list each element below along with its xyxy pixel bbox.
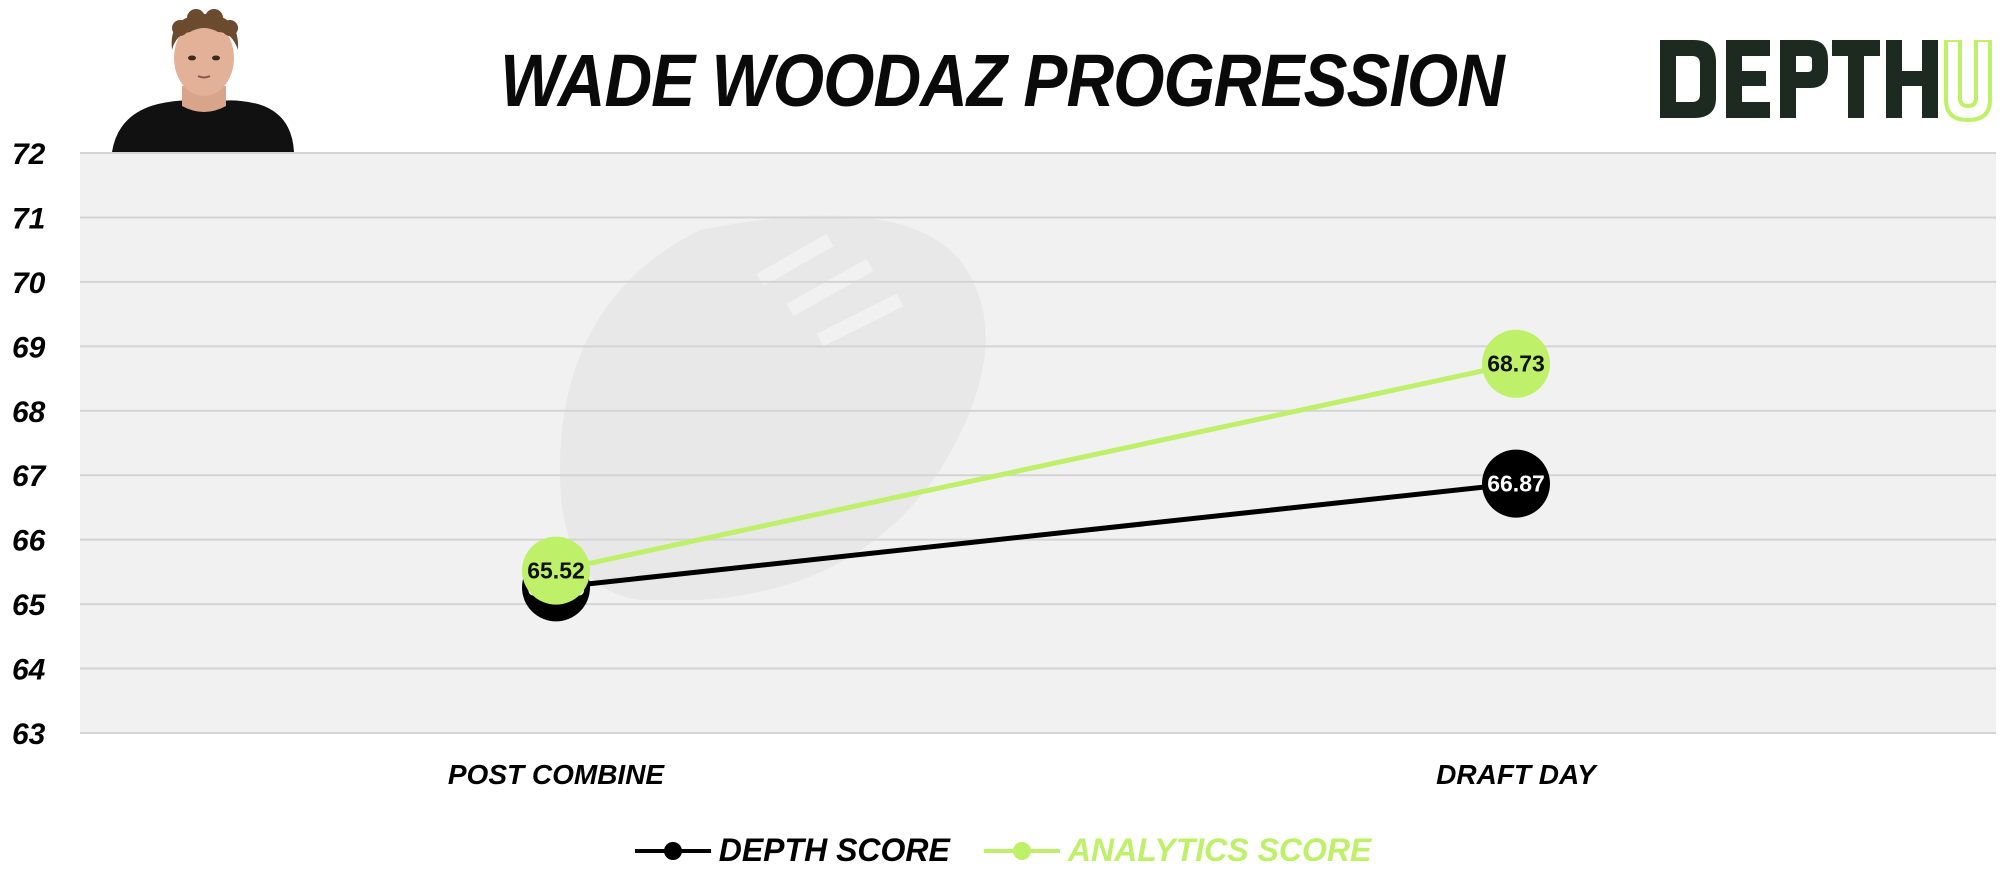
y-tick-label: 65: [12, 589, 47, 622]
legend-marker-depth: [634, 841, 711, 860]
y-tick-label: 63: [12, 718, 46, 751]
x-tick-label: DRAFT DAY: [1436, 759, 1598, 790]
data-label-0: 66.87: [1487, 471, 1545, 497]
plot-area: [80, 153, 1996, 733]
player-photo: [108, 6, 298, 152]
x-tick-label: POST COMBINE: [448, 759, 666, 790]
depthu-logo: [1660, 40, 1996, 130]
chart-title: WADE WOODAZ PROGRESSION: [500, 38, 1505, 122]
legend-item-analytics: ANALYTICS SCORE: [982, 832, 1371, 869]
y-tick-label: 68: [12, 396, 46, 429]
data-label-1: 68.73: [1487, 351, 1545, 377]
series-line-1: [555, 361, 1517, 574]
data-point-1: [522, 536, 590, 605]
legend-marker-analytics: [983, 841, 1060, 860]
depth-watermark: [560, 215, 986, 601]
data-point-0: [1482, 449, 1550, 518]
y-tick-label: 67: [12, 460, 47, 493]
y-tick-label: 72: [12, 138, 46, 171]
data-label-1: 65.52: [527, 558, 585, 584]
y-tick-label: 64: [12, 654, 46, 687]
y-tick-label: 69: [12, 331, 46, 364]
series-line-0: [555, 481, 1517, 590]
legend-item-depth: DEPTH SCORE: [633, 832, 950, 869]
y-tick-label: 66: [12, 525, 46, 558]
data-point-1: [1482, 329, 1550, 398]
y-tick-label: 70: [12, 267, 46, 300]
watermark-stripes: [756, 233, 904, 347]
legend: DEPTH SCORE ANALYTICS SCORE: [0, 832, 2004, 869]
legend-label-analytics: ANALYTICS SCORE: [1067, 832, 1372, 868]
legend-label-depth: DEPTH SCORE: [718, 832, 950, 868]
y-tick-label: 71: [12, 202, 45, 235]
